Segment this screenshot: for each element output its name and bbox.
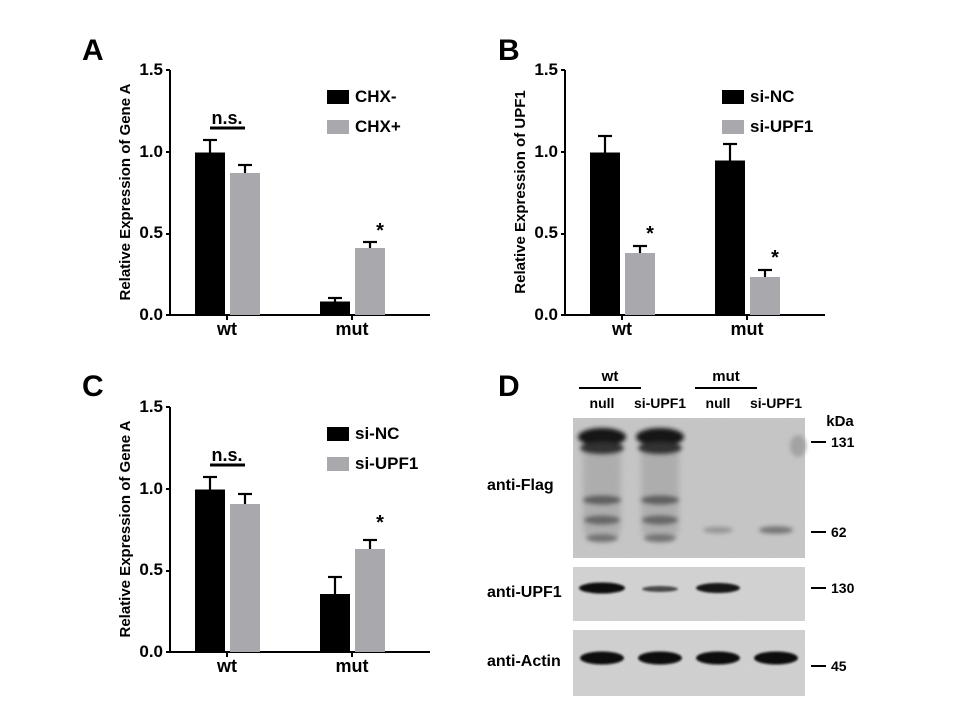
svg-text:0.0: 0.0 xyxy=(139,642,163,661)
svg-text:1.0: 1.0 xyxy=(534,142,558,161)
svg-text:si-NC: si-NC xyxy=(750,87,794,106)
svg-text:wt: wt xyxy=(216,319,237,339)
svg-text:1.0: 1.0 xyxy=(139,142,163,161)
svg-text:0.5: 0.5 xyxy=(139,223,163,242)
svg-text:n.s.: n.s. xyxy=(211,445,242,465)
svg-text:mut: mut xyxy=(336,319,369,339)
svg-text:62: 62 xyxy=(831,524,847,540)
svg-text:anti-Actin: anti-Actin xyxy=(487,653,561,670)
svg-text:mut: mut xyxy=(731,319,764,339)
svg-text:mut: mut xyxy=(712,368,740,385)
svg-text:si-NC: si-NC xyxy=(355,424,399,443)
svg-text:45: 45 xyxy=(831,658,847,674)
svg-text:130: 130 xyxy=(831,580,855,596)
svg-text:CHX+: CHX+ xyxy=(355,117,401,136)
svg-text:anti-UPF1: anti-UPF1 xyxy=(487,584,562,601)
svg-text:1.5: 1.5 xyxy=(139,60,163,79)
svg-text:0.5: 0.5 xyxy=(139,560,163,579)
svg-text:0.5: 0.5 xyxy=(534,223,558,242)
svg-text:131: 131 xyxy=(831,434,855,450)
svg-text:wt: wt xyxy=(216,656,237,676)
svg-text:null: null xyxy=(706,395,731,411)
svg-text:Relative Expression of Gene A: Relative Expression of Gene A xyxy=(117,83,134,300)
svg-text:Relative Expression of UPF1: Relative Expression of UPF1 xyxy=(512,90,529,293)
svg-text:si-UPF1: si-UPF1 xyxy=(634,395,686,411)
svg-text:si-UPF1: si-UPF1 xyxy=(750,395,802,411)
svg-text:null: null xyxy=(590,395,615,411)
svg-text:1.5: 1.5 xyxy=(139,397,163,416)
svg-text:anti-Flag: anti-Flag xyxy=(487,477,554,494)
svg-text:Relative Expression of Gene A: Relative Expression of Gene A xyxy=(117,420,134,637)
svg-text:1.5: 1.5 xyxy=(534,60,558,79)
svg-text:*: * xyxy=(376,220,384,242)
svg-text:si-UPF1: si-UPF1 xyxy=(355,454,418,473)
svg-text:wt: wt xyxy=(601,368,619,385)
svg-text:*: * xyxy=(376,512,384,534)
svg-text:*: * xyxy=(771,247,779,269)
svg-text:0.0: 0.0 xyxy=(534,305,558,324)
svg-text:CHX-: CHX- xyxy=(355,87,397,106)
svg-text:0.0: 0.0 xyxy=(139,305,163,324)
svg-text:kDa: kDa xyxy=(826,413,854,430)
svg-text:1.0: 1.0 xyxy=(139,479,163,498)
svg-text:mut: mut xyxy=(336,656,369,676)
svg-text:n.s.: n.s. xyxy=(211,108,242,128)
svg-text:si-UPF1: si-UPF1 xyxy=(750,117,813,136)
svg-text:*: * xyxy=(646,223,654,245)
svg-text:wt: wt xyxy=(611,319,632,339)
